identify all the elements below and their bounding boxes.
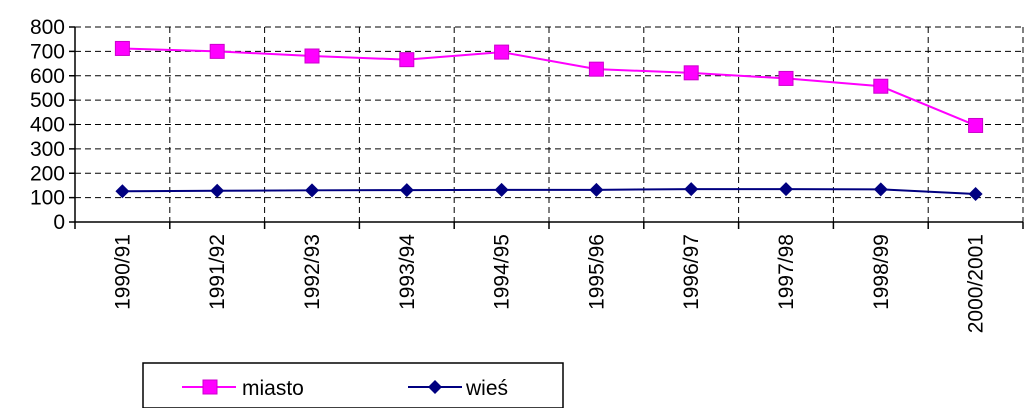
x-tick-label-6: 1996/97 — [680, 234, 703, 310]
y-tick-label-200: 200 — [30, 162, 65, 185]
series-0-point-2 — [304, 48, 320, 64]
series-1-point-6 — [684, 182, 699, 197]
x-tick-label-9: 2000/2001 — [965, 234, 988, 333]
series-0-point-8 — [873, 78, 889, 94]
series-1-point-5 — [589, 182, 604, 197]
series-0-point-5 — [588, 61, 604, 77]
legend-marker-wies — [428, 380, 442, 394]
x-tick-labels: 1990/91 1991/92 1992/93 1993/94 1994/95 1995/… — [111, 234, 987, 334]
series-0-point-9 — [968, 117, 984, 133]
series-0-point-4 — [494, 44, 510, 60]
series-layer — [114, 40, 984, 201]
x-tick-label-5: 1995/96 — [585, 234, 608, 310]
series-0-point-0 — [114, 40, 130, 56]
series-1-point-3 — [399, 183, 414, 198]
gridlines — [75, 26, 1024, 222]
series-0-line — [122, 47, 976, 127]
series-1-point-2 — [305, 183, 319, 198]
x-tick-label-1: 1991/92 — [206, 234, 229, 310]
series-0-point-3 — [399, 52, 415, 68]
x-tick-label-8: 1998/99 — [870, 234, 893, 310]
x-tick-label-3: 1993/94 — [396, 234, 419, 310]
x-tick-label-2: 1992/93 — [301, 234, 324, 310]
series-1-point-7 — [779, 182, 793, 197]
legend: miasto wieś — [142, 362, 564, 408]
series-1-point-0 — [115, 184, 130, 199]
axes — [69, 26, 1024, 229]
x-tick-label-4: 1994/95 — [491, 234, 514, 310]
y-tick-label-0: 0 — [53, 211, 65, 234]
y-tick-label-600: 600 — [30, 65, 65, 88]
legend-marker-miasto — [202, 379, 218, 395]
y-tick-label-700: 700 — [30, 40, 65, 63]
x-tick-label-7: 1997/98 — [775, 234, 798, 310]
legend-label-wies: wieś — [465, 377, 508, 400]
y-tick-label-500: 500 — [30, 89, 65, 112]
series-0-point-7 — [778, 70, 794, 86]
series-1-point-8 — [873, 182, 888, 197]
series-1-line — [122, 188, 976, 195]
series-0-point-1 — [209, 43, 225, 59]
series-1-point-4 — [494, 182, 509, 197]
y-tick-label-400: 400 — [30, 114, 65, 137]
x-tick-label-0: 1990/91 — [111, 234, 134, 310]
y-tick-label-100: 100 — [30, 187, 65, 210]
series-0-point-6 — [683, 65, 699, 81]
y-tick-label-300: 300 — [30, 138, 65, 161]
series-1-point-9 — [968, 186, 983, 201]
legend-label-miasto: miasto — [242, 377, 304, 400]
series-1-point-1 — [210, 183, 225, 198]
y-tick-label-800: 800 — [30, 16, 65, 39]
